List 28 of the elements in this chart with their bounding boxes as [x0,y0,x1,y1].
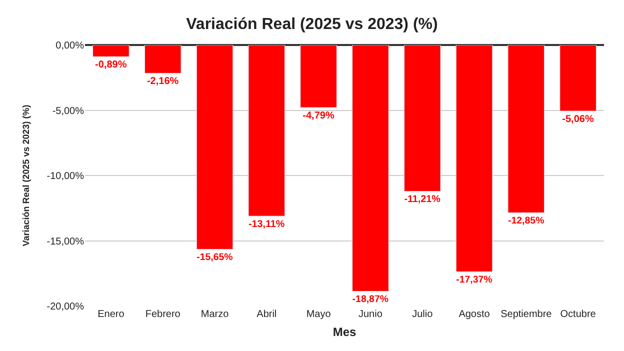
data-label: -12,85% [508,215,545,226]
x-tick-label: Mayo [306,309,332,320]
x-tick-label: Septiembre [500,309,552,320]
x-tick-label: Junio [358,309,383,320]
data-label: -4,79% [302,110,334,122]
x-tick-label: Enero [98,309,125,320]
x-axis-title: Mes [332,324,356,339]
x-tick-label: Julio [412,309,434,320]
y-tick-label: 0,00% [56,40,84,52]
data-label: -13,11% [248,218,285,230]
data-label: -18,87% [352,294,389,306]
data-label: -15,65% [196,252,234,264]
x-tick-label: Agosto [458,309,490,320]
data-label: -11,21% [404,194,441,206]
x-tick-label: Marzo [200,309,230,320]
data-label: -17,37% [456,274,493,286]
y-tick-label: -15,00% [46,236,84,248]
y-tick-label: -20,00% [46,302,84,312]
data-label: -5,06% [562,114,594,126]
y-tick-label: -10,00% [46,171,84,182]
y-tick-label: -5,00% [52,106,84,117]
data-label: -0,89% [95,60,127,71]
data-label: -2,16% [146,76,179,88]
y-axis-title: Variación Real (2025 vs 2023) (%) [21,104,32,246]
x-tick-label: Octubre [560,309,596,320]
x-tick-label: Febrero [145,309,181,320]
x-tick-label: Abril [256,309,277,320]
chart-title: Variación Real (2025 vs 2023) (%) [186,16,438,33]
